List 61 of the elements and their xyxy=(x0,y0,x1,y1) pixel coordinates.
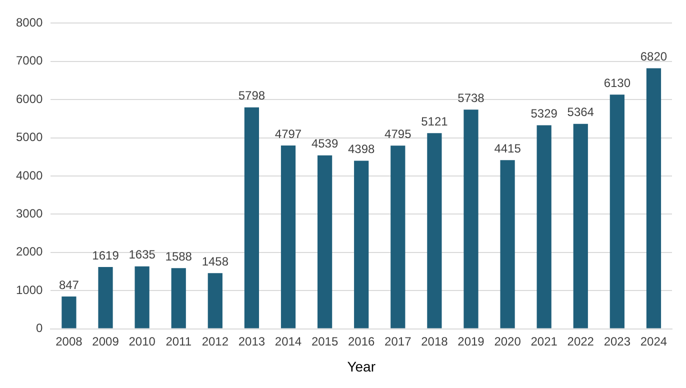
bar xyxy=(244,107,260,328)
data-label: 1588 xyxy=(165,249,192,264)
x-tick-label: 2021 xyxy=(530,334,558,348)
data-label: 5364 xyxy=(567,105,594,120)
data-label: 5798 xyxy=(238,88,266,103)
x-tick-label: 2014 xyxy=(274,334,302,348)
bar xyxy=(646,68,662,328)
x-tick-label: 2018 xyxy=(421,334,448,348)
bar xyxy=(171,268,186,328)
y-tick-label: 4000 xyxy=(16,168,44,182)
data-label: 6820 xyxy=(640,50,668,64)
x-tick-label: 2015 xyxy=(311,334,338,348)
x-tick-label: 2023 xyxy=(604,334,631,348)
bar xyxy=(500,160,515,328)
data-label: 4415 xyxy=(494,141,522,156)
data-label: 5738 xyxy=(458,90,485,105)
x-tick-label: 2024 xyxy=(640,334,668,348)
y-tick-label: 7000 xyxy=(16,54,44,68)
bar xyxy=(427,133,442,328)
y-tick-label: 2000 xyxy=(16,244,44,259)
y-tick-label: 8000 xyxy=(16,16,44,30)
bar xyxy=(280,146,296,328)
data-label: 4539 xyxy=(311,136,338,151)
x-axis-title: Year xyxy=(347,358,376,374)
data-label: 4797 xyxy=(274,126,302,141)
bar xyxy=(134,266,150,328)
bar xyxy=(317,155,332,328)
x-tick-label: 2019 xyxy=(458,334,485,348)
x-tick-label: 2020 xyxy=(494,334,522,348)
data-label: 5329 xyxy=(530,106,558,121)
bar xyxy=(464,110,478,328)
x-tick-label: 2022 xyxy=(567,334,594,348)
y-tick-label: 3000 xyxy=(16,206,44,221)
y-tick-label: 5000 xyxy=(16,130,44,144)
x-tick-label: 2013 xyxy=(238,334,266,348)
x-tick-label: 2011 xyxy=(166,334,192,348)
y-tick-label: 1000 xyxy=(16,282,44,297)
data-label: 4398 xyxy=(348,142,376,156)
x-tick-label: 2010 xyxy=(128,334,156,348)
data-label: 847 xyxy=(58,278,80,292)
bar xyxy=(536,125,552,328)
x-tick-label: 2009 xyxy=(92,334,120,348)
bar xyxy=(390,146,406,328)
bar xyxy=(573,124,588,328)
y-tick-label: 6000 xyxy=(16,92,44,106)
bar xyxy=(62,296,76,328)
x-tick-label: 2008 xyxy=(56,334,83,348)
data-label: 1458 xyxy=(202,254,229,268)
x-tick-label: 2016 xyxy=(348,334,376,348)
data-label: 1635 xyxy=(128,248,156,262)
data-label: 5121 xyxy=(421,114,448,128)
x-tick-label: 2012 xyxy=(202,334,229,348)
bar xyxy=(208,273,222,328)
bar xyxy=(354,160,369,328)
data-label: 6130 xyxy=(604,76,631,90)
y-tick-label: 0 xyxy=(36,321,44,336)
bar xyxy=(98,266,113,328)
data-label: 1619 xyxy=(92,248,120,262)
data-label: 4795 xyxy=(384,126,412,141)
x-tick-label: 2017 xyxy=(384,334,412,348)
bar xyxy=(610,94,624,328)
